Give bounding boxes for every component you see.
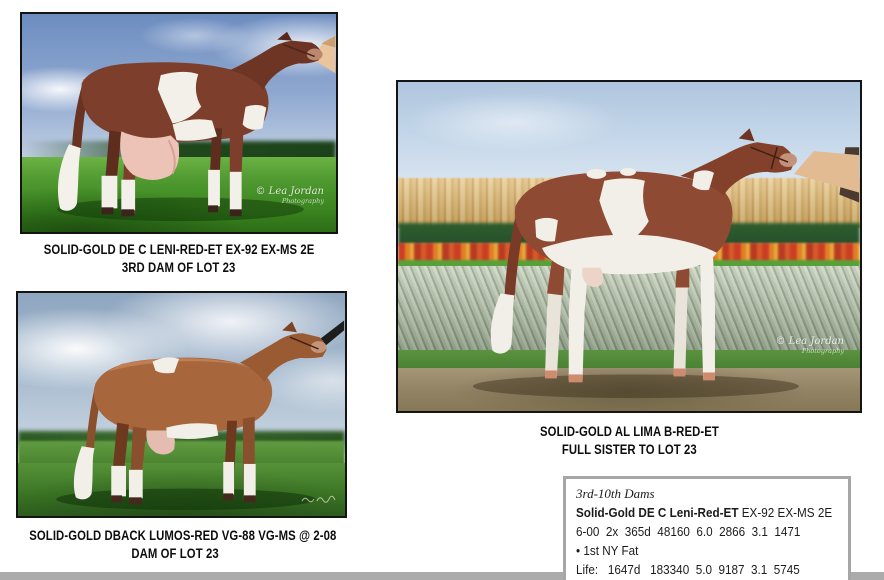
photo-full-sister: © Lea Jordan Photography xyxy=(396,80,862,413)
dirt-foreground xyxy=(398,368,860,411)
caption-line2: FULL SISTER TO LOT 23 xyxy=(561,441,697,457)
distant-field xyxy=(18,441,345,467)
pedigree-heading: 3rd-10th Dams xyxy=(576,486,655,501)
cow-illustration xyxy=(57,31,336,222)
caption-line2: DAM OF LOT 23 xyxy=(131,545,219,561)
pedigree-info-box: 3rd-10th Dams Solid-Gold DE C Leni-Red-E… xyxy=(563,476,851,580)
caption-line1: SOLID-GOLD DE C LENI-RED-ET EX-92 EX-MS … xyxy=(43,242,315,257)
show-halter-lead xyxy=(318,320,345,349)
handler-arm xyxy=(793,151,860,193)
photographer-signature xyxy=(301,495,336,503)
animal-name: Solid-Gold DE C Leni-Red-ET xyxy=(576,505,739,520)
photo-dam xyxy=(16,291,347,518)
caption-line1: SOLID-GOLD DBACK LUMOS-RED VG-88 VG-MS @… xyxy=(29,528,337,543)
watermark-text: © Lea Jordan xyxy=(255,186,325,197)
lifetime-record-line: Life: 1647d 183340 5.0 9187 3.1 5745 xyxy=(576,562,800,577)
hedge-band xyxy=(398,266,860,353)
caption-line1: SOLID-GOLD AL LIMA B-RED-ET xyxy=(539,424,719,439)
photographer-watermark: © Lea Jordan Photography xyxy=(776,336,845,355)
animal-score: EX-92 EX-MS 2E xyxy=(738,505,833,520)
award-line: • 1st NY Fat xyxy=(576,543,639,558)
caption-full-sister: SOLID-GOLD AL LIMA B-RED-ET FULL SISTER … xyxy=(396,423,862,458)
photo-3rd-dam: © Lea Jordan Photography xyxy=(20,12,338,234)
pedigree-name-line: Solid-Gold DE C Leni-Red-ET EX-92 EX-MS … xyxy=(576,503,848,522)
cow-illustration xyxy=(56,320,345,511)
caption-dam: SOLID-GOLD DBACK LUMOS-RED VG-88 VG-MS @… xyxy=(0,527,350,562)
watermark-subtext: Photography xyxy=(281,196,324,205)
caption-3rd-dam: SOLID-GOLD DE C LENI-RED-ET EX-92 EX-MS … xyxy=(8,241,350,276)
watermark-text: © Lea Jordan xyxy=(775,336,845,347)
grass-strip xyxy=(398,350,860,371)
cow-illustration xyxy=(472,128,860,399)
bottom-rule-left xyxy=(0,572,563,580)
watermark-subtext: Photography xyxy=(801,346,844,355)
bottom-rule-right xyxy=(850,572,884,580)
caption-line2: 3RD DAM OF LOT 23 xyxy=(122,259,236,275)
lactation-record-line: 6-00 2x 365d 48160 6.0 2866 3.1 1471 xyxy=(576,524,801,539)
photographer-watermark: © Lea Jordan Photography xyxy=(256,186,325,205)
